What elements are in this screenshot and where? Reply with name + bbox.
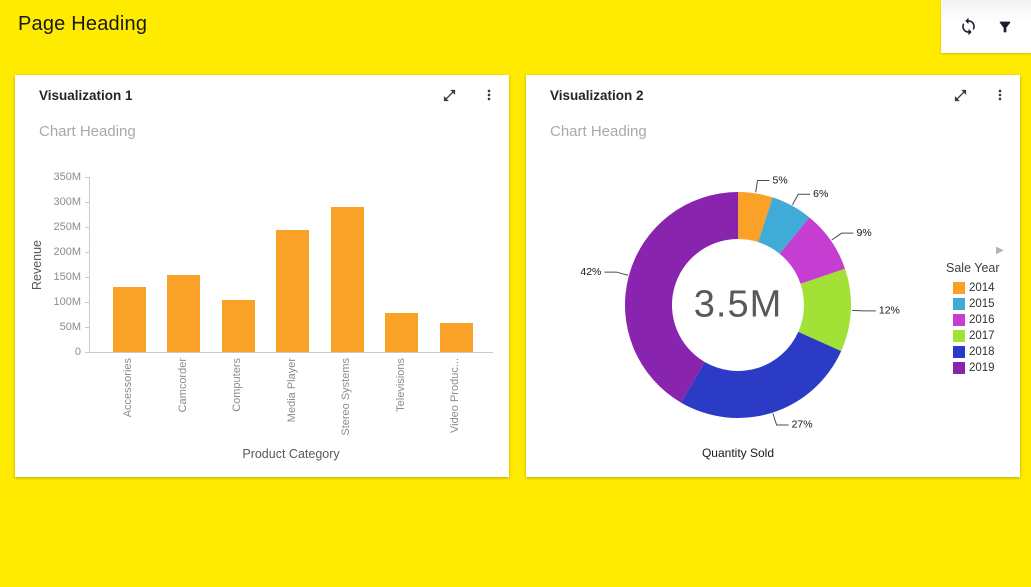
legend-label: 2016: [969, 314, 995, 326]
menu-button[interactable]: [992, 87, 1008, 103]
y-tick-label: 0: [74, 345, 81, 358]
filter-icon: [999, 21, 1010, 32]
slice-leader-line: [772, 413, 789, 426]
kebab-menu-icon: [487, 89, 491, 101]
donut-slice-2018[interactable]: [680, 331, 842, 418]
y-tick-mark: [85, 277, 89, 278]
visualization-2-card: Visualization 2 Chart Heading 5% 6% 9% 12% 2…: [526, 75, 1020, 477]
y-axis-line: [89, 177, 90, 352]
legend-swatch: [953, 298, 965, 310]
slice-leader-line: [851, 309, 876, 312]
y-tick-mark: [85, 252, 89, 253]
expand-icon: [443, 89, 456, 102]
x-category-label: Computers: [231, 358, 243, 412]
x-axis-title: Product Category: [242, 447, 340, 461]
donut-slice-2016[interactable]: [779, 217, 846, 284]
chart-heading: Chart Heading: [550, 123, 647, 140]
refresh-button[interactable]: [959, 17, 978, 36]
legend: Sale Year 2014 2015 2016 2017 2018 2019: [946, 261, 1010, 376]
slice-percent-label: 27%: [792, 419, 813, 431]
legend-label: 2015: [969, 298, 995, 310]
refresh-icon: [962, 17, 976, 36]
y-tick-mark: [85, 327, 89, 328]
legend-label: 2014: [969, 282, 995, 294]
toolbar: [941, 0, 1031, 53]
y-tick-mark: [85, 352, 89, 353]
slice-percent-label: 42%: [580, 266, 601, 278]
slice-leader-line: [791, 193, 811, 206]
slice-percent-label: 9%: [857, 227, 872, 239]
donut-plot: 5% 6% 9% 12% 27% 42%: [580, 174, 900, 431]
bar-stereo-systems[interactable]: [330, 207, 364, 352]
bar-chart: Revenue Product Category 0 50M 100M 150M 200…: [15, 75, 509, 477]
legend-item-2016[interactable]: 2016: [946, 312, 1010, 328]
x-category-label: Accessories: [122, 358, 134, 418]
bar-video-produc-[interactable]: [439, 323, 473, 352]
legend-label: 2017: [969, 330, 995, 342]
y-tick-label: 50M: [59, 320, 81, 333]
legend-title: Sale Year: [946, 261, 1000, 275]
legend-item-2019[interactable]: 2019: [946, 360, 1010, 376]
y-tick-label: 100M: [53, 295, 81, 308]
legend-swatch: [953, 330, 965, 342]
kebab-menu-icon: [998, 89, 1002, 101]
donut-slice-2019[interactable]: [625, 192, 738, 403]
bar-camcorder[interactable]: [167, 274, 200, 352]
bar-accessories[interactable]: [112, 287, 146, 352]
legend-item-2017[interactable]: 2017: [946, 328, 1010, 344]
x-category-label: Media Player: [285, 358, 298, 423]
legend-swatch: [953, 282, 965, 294]
page-title: Page Heading: [18, 13, 148, 35]
bar-computers[interactable]: [221, 299, 255, 352]
x-category-label: Video Produc...: [449, 358, 461, 434]
donut-center-value: 3.5M: [693, 283, 783, 326]
legend-swatch: [953, 362, 965, 374]
slice-leader-line: [755, 180, 770, 193]
donut-axis-title: Quantity Sold: [701, 446, 775, 460]
y-tick-label: 350M: [53, 170, 81, 183]
slice-percent-label: 5%: [773, 174, 788, 186]
card-title: Visualization 2: [550, 88, 644, 103]
x-category-label: Camcorder: [176, 358, 189, 413]
y-tick-mark: [85, 302, 89, 303]
legend-item-2015[interactable]: 2015: [946, 296, 1010, 312]
y-tick-mark: [85, 202, 89, 203]
bar-media-player[interactable]: [276, 229, 309, 352]
y-tick-label: 250M: [53, 220, 81, 233]
menu-button[interactable]: [481, 87, 497, 103]
legend-swatch: [953, 314, 965, 326]
donut-slice-2014[interactable]: [738, 192, 773, 243]
x-axis-line: [89, 352, 493, 353]
legend-next-icon[interactable]: ▶: [996, 245, 1004, 256]
donut-slice-2015[interactable]: [758, 197, 810, 254]
x-category-label: Stereo Systems: [340, 358, 352, 436]
slice-leader-line: [604, 271, 629, 276]
slice-leader-line: [831, 232, 854, 241]
y-tick-label: 300M: [53, 195, 81, 208]
legend-swatch: [953, 346, 965, 358]
y-tick-label: 200M: [53, 245, 81, 258]
y-tick-label: 150M: [53, 270, 81, 283]
visualization-1-card: Visualization 1 Chart Heading Revenue Pr…: [15, 75, 509, 477]
expand-button[interactable]: [953, 88, 968, 103]
legend-label: 2018: [969, 346, 995, 358]
legend-item-2014[interactable]: 2014: [946, 280, 1010, 296]
bar-televisions[interactable]: [385, 313, 418, 352]
chart-heading: Chart Heading: [39, 123, 136, 140]
donut-slice-2017[interactable]: [798, 268, 851, 352]
legend-label: 2019: [969, 362, 995, 374]
card-title: Visualization 1: [39, 88, 133, 103]
slice-percent-label: 12%: [879, 305, 900, 317]
expand-button[interactable]: [442, 88, 457, 103]
expand-icon: [954, 89, 967, 102]
slice-percent-label: 6%: [813, 188, 828, 200]
y-tick-mark: [85, 227, 89, 228]
donut-chart: 5% 6% 9% 12% 27% 42% 3.5M ▶ Sale Year 2014 201…: [526, 75, 1020, 477]
legend-item-2018[interactable]: 2018: [946, 344, 1010, 360]
y-tick-mark: [85, 177, 89, 178]
x-category-label: Televisions: [394, 358, 407, 412]
filter-button[interactable]: [997, 19, 1013, 35]
